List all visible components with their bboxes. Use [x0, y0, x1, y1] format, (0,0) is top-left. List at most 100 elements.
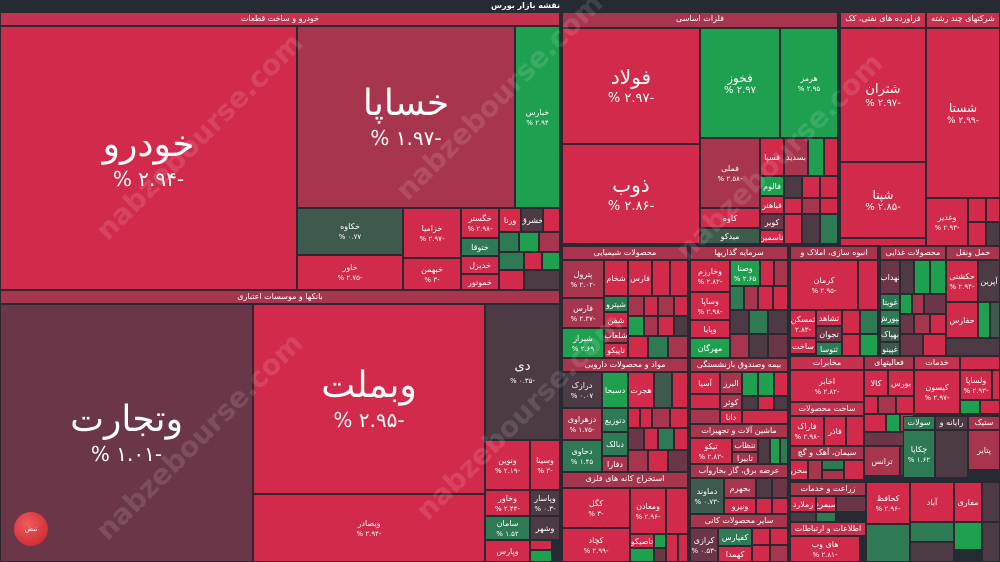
sector-auto[interactable]: خودرو و ساخت قطعات: [0, 12, 560, 26]
tile-vsapa[interactable]: وساپا -۲.۹۸ %: [690, 292, 730, 320]
tile-small[interactable]: [900, 260, 914, 294]
sector-oil[interactable]: فراورده های نفتی، کک: [840, 12, 926, 28]
tile-shalab[interactable]: شلعاب: [604, 328, 628, 343]
tile-small[interactable]: [820, 214, 838, 244]
tile-sakhazar[interactable]: سخزر: [790, 460, 808, 480]
tile-small[interactable]: [900, 334, 923, 356]
tile-small[interactable]: [790, 512, 816, 522]
sector-banks[interactable]: بانکها و موسسات اعتباری: [0, 290, 560, 304]
tile-vparsian[interactable]: وپارس: [485, 540, 530, 562]
tile-tapiko[interactable]: تاپیکو: [604, 343, 628, 358]
tile-small[interactable]: [652, 408, 670, 428]
tile-fsapa[interactable]: فسپا: [760, 138, 784, 176]
tile-kison[interactable]: کیسون -۲.۹۷ %: [914, 370, 960, 414]
tile-small[interactable]: [630, 548, 654, 562]
tile-khmotor[interactable]: خموتور: [461, 274, 499, 290]
tile-small[interactable]: [784, 214, 802, 244]
tile-small[interactable]: [930, 260, 946, 294]
tile-abad[interactable]: آباد: [910, 482, 954, 522]
tile-small[interactable]: [982, 482, 1000, 522]
sector-plastics[interactable]: ستیک: [968, 416, 1000, 430]
tile-small[interactable]: [752, 545, 770, 562]
tile-dzahravi[interactable]: دزهراوی -۱.۷۵ %: [562, 408, 602, 440]
tile-small[interactable]: [543, 208, 560, 232]
tile-small[interactable]: [674, 296, 688, 316]
tile-dfara[interactable]: دفارا: [602, 456, 628, 472]
tile-small[interactable]: [674, 428, 688, 450]
tile-small[interactable]: [730, 286, 744, 310]
tile-tabira[interactable]: تابیرا: [732, 452, 758, 464]
tile-small[interactable]: [756, 478, 772, 498]
tile-small[interactable]: [760, 260, 774, 286]
tile-vmaaden[interactable]: ومعادن -۲.۹۶ %: [630, 488, 666, 534]
tile-asia[interactable]: آسیا: [690, 372, 720, 394]
tile-small[interactable]: [802, 214, 820, 244]
tile-nahab[interactable]: نهداب: [880, 260, 900, 294]
tile-small[interactable]: [756, 498, 772, 514]
sector-mining[interactable]: استخراج کانه های فلزی: [562, 472, 688, 488]
tile-small[interactable]: [758, 438, 770, 464]
tile-shitro[interactable]: شپترو: [604, 296, 628, 312]
tile-darzak[interactable]: درازک ۰.۰۷ %: [562, 372, 602, 408]
tile-small[interactable]: [499, 252, 524, 270]
sector-pharma[interactable]: مواد و محصولات دارویی: [562, 358, 688, 372]
tile-small[interactable]: [878, 396, 896, 414]
sector-utilities[interactable]: عرضه برق، گاز بخاروآب: [690, 464, 788, 478]
sector-food[interactable]: محصولات غذایی: [880, 246, 946, 260]
tile-kaveh[interactable]: کاوه: [700, 208, 760, 228]
tile-small[interactable]: [499, 270, 524, 290]
tile-dana[interactable]: دانا: [720, 410, 742, 424]
tile-khodizel[interactable]: خدیزل: [461, 256, 499, 274]
tile-small[interactable]: [628, 316, 644, 336]
tile-hormoz[interactable]: هرمز ۲.۹۵ %: [780, 28, 838, 138]
tile-small[interactable]: [780, 438, 788, 464]
tile-small[interactable]: [654, 372, 672, 408]
tile-hejrat[interactable]: هجرت: [628, 372, 654, 408]
tile-small[interactable]: [758, 286, 773, 310]
tile-small[interactable]: [982, 522, 1000, 562]
tile-khgostar[interactable]: خگستر -۲.۹۸ %: [461, 208, 499, 238]
tile-small[interactable]: [519, 232, 539, 252]
tile-small[interactable]: [749, 310, 768, 334]
tile-small[interactable]: [730, 310, 749, 334]
tile-small[interactable]: [666, 534, 678, 562]
tile-vnovin[interactable]: ونوین -۲.۱۹ %: [485, 440, 530, 490]
tile-simorgh[interactable]: سیمرغ: [816, 496, 836, 512]
tile-alborz[interactable]: البرز: [720, 372, 742, 394]
tile-small[interactable]: [784, 198, 802, 214]
tile-small[interactable]: [749, 334, 768, 358]
tile-fader[interactable]: فاذر: [824, 416, 846, 446]
tile-small[interactable]: [808, 138, 824, 176]
tile-vshahr[interactable]: وشهر: [530, 516, 560, 540]
tile-small[interactable]: [860, 334, 878, 356]
tile-khbahman2[interactable]: خبهمن -۳ %: [403, 258, 461, 290]
tile-fars[interactable]: فارس -۲.۴۷ %: [562, 298, 604, 328]
tile-tozi[interactable]: دتوزیع: [602, 408, 628, 432]
tile-small[interactable]: [628, 408, 640, 428]
tile-small[interactable]: [822, 470, 844, 480]
tile-small[interactable]: [860, 310, 878, 334]
tile-small[interactable]: [900, 294, 912, 314]
tile-small[interactable]: [840, 238, 926, 246]
sector-multi[interactable]: شرکتهای چند رشته: [926, 12, 1000, 28]
sector-sugar[interactable]: سولات: [903, 416, 935, 430]
tile-small[interactable]: [644, 296, 658, 316]
tile-bjahrom[interactable]: بجهرم: [724, 478, 756, 498]
tile-small[interactable]: [524, 270, 560, 290]
tile-farsc[interactable]: فارس: [628, 260, 652, 296]
tile-small[interactable]: [844, 460, 864, 480]
tile-small[interactable]: [542, 252, 560, 270]
tile-small[interactable]: [924, 294, 946, 314]
tile-khsapa[interactable]: خساپا -۱.۹۷ %: [297, 26, 515, 208]
sector-telecom[interactable]: مخابرات: [790, 356, 864, 370]
tile-sakht[interactable]: ساخت: [790, 338, 816, 354]
sector-ict[interactable]: اطلاعات و ارتباطات: [790, 522, 866, 536]
tile-nasiko[interactable]: تاصیکو: [630, 534, 654, 548]
tile-bihak[interactable]: بهپاک: [880, 326, 900, 342]
tile-small[interactable]: [670, 408, 688, 428]
tile-small[interactable]: [658, 296, 674, 316]
tile-small[interactable]: [768, 310, 788, 334]
tile-small[interactable]: [690, 409, 720, 424]
tile-small[interactable]: [935, 430, 968, 478]
tile-fameli[interactable]: فملی -۲.۵۸ %: [700, 138, 760, 208]
